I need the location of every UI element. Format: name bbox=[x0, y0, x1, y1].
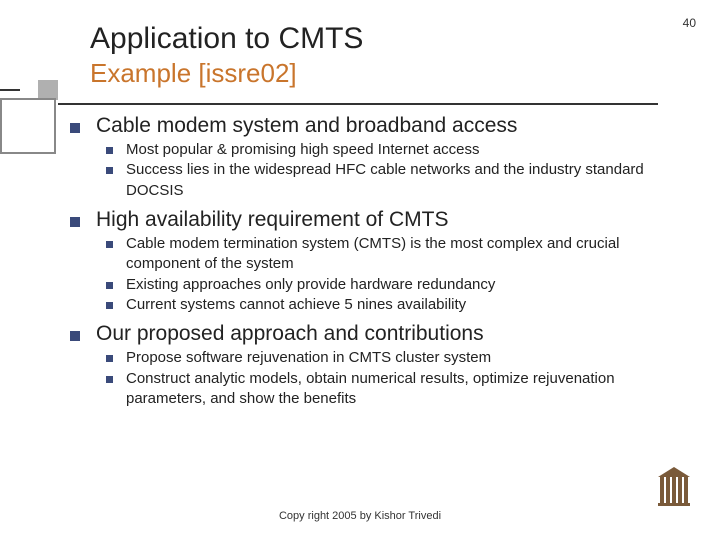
bullet-item: Our proposed approach and contributions … bbox=[70, 321, 680, 409]
bullet-item: Cable modem system and broadband access … bbox=[70, 113, 680, 201]
sub-bullet-text: Construct analytic models, obtain numeri… bbox=[126, 369, 680, 410]
bullet-text: High availability requirement of CMTS bbox=[96, 207, 680, 232]
title-block: Application to CMTS Example [issre02] bbox=[0, 0, 720, 89]
sub-bullet-item: Propose software rejuvenation in CMTS cl… bbox=[106, 348, 680, 368]
sub-bullet-text: Propose software rejuvenation in CMTS cl… bbox=[126, 348, 680, 368]
bullet-item: High availability requirement of CMTS Ca… bbox=[70, 207, 680, 315]
logo-icon bbox=[656, 467, 692, 512]
bullet-text: Our proposed approach and contributions bbox=[96, 321, 680, 346]
sub-bullet-list: Cable modem termination system (CMTS) is… bbox=[106, 234, 680, 315]
sub-bullet-list: Most popular & promising high speed Inte… bbox=[106, 140, 680, 201]
sub-bullet-item: Current systems cannot achieve 5 nines a… bbox=[106, 295, 680, 315]
title-underline bbox=[58, 103, 658, 105]
deco-square-small bbox=[38, 80, 58, 100]
sub-bullet-item: Most popular & promising high speed Inte… bbox=[106, 140, 680, 160]
sub-bullet-text: Most popular & promising high speed Inte… bbox=[126, 140, 680, 160]
bullet-list: Cable modem system and broadband access … bbox=[70, 113, 680, 409]
sub-bullet-item: Existing approaches only provide hardwar… bbox=[106, 275, 680, 295]
sub-bullet-item: Success lies in the widespread HFC cable… bbox=[106, 160, 680, 201]
sub-bullet-item: Cable modem termination system (CMTS) is… bbox=[106, 234, 680, 275]
sub-bullet-text: Current systems cannot achieve 5 nines a… bbox=[126, 295, 680, 315]
sub-bullet-text: Success lies in the widespread HFC cable… bbox=[126, 160, 680, 201]
sub-bullet-text: Existing approaches only provide hardwar… bbox=[126, 275, 680, 295]
slide-title: Application to CMTS bbox=[90, 22, 720, 56]
content-area: Cable modem system and broadband access … bbox=[0, 91, 720, 409]
slide-subtitle: Example [issre02] bbox=[90, 58, 720, 89]
bullet-text: Cable modem system and broadband access bbox=[96, 113, 680, 138]
footer-text: Copy right 2005 by Kishor Trivedi bbox=[0, 510, 720, 522]
deco-square-large bbox=[0, 98, 56, 154]
sub-bullet-text: Cable modem termination system (CMTS) is… bbox=[126, 234, 680, 275]
sub-bullet-list: Propose software rejuvenation in CMTS cl… bbox=[106, 348, 680, 409]
sub-bullet-item: Construct analytic models, obtain numeri… bbox=[106, 369, 680, 410]
